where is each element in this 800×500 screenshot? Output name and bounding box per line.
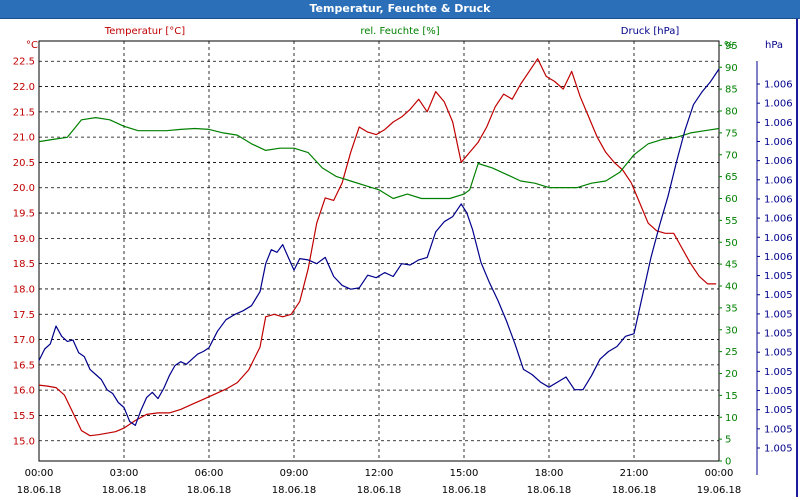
tick-label-humidity: 95 (725, 41, 738, 52)
plot-area (38, 40, 720, 462)
tick-label-pressure: 1.005 (764, 424, 793, 435)
tick-label-temperature: 20.5 (13, 158, 35, 169)
axis-label-pressure: Druck [hPa] (621, 26, 680, 37)
unit-pressure: hPa (765, 40, 783, 51)
tick-label-date: 18.06.18 (272, 485, 317, 496)
tick-label-temperature: 22.0 (13, 82, 35, 93)
tick-label-pressure: 1.005 (764, 329, 793, 340)
tick-label-humidity: 20 (725, 369, 738, 380)
tick-label-temperature: 15.0 (13, 436, 35, 447)
tick-label-date: 19.06.18 (697, 485, 742, 496)
grid (38, 41, 720, 461)
tick-label-humidity: 70 (725, 150, 738, 161)
tick-label-date: 18.06.18 (17, 485, 62, 496)
tick-label-time: 21:00 (620, 468, 649, 479)
tick-label-pressure: 1.005 (764, 386, 793, 397)
tick-label-temperature: 20.0 (13, 183, 35, 194)
tick-label-humidity: 30 (725, 325, 738, 336)
tick-label-time: 12:00 (365, 468, 394, 479)
tick-label-temperature: 19.0 (13, 234, 35, 245)
tick-label-humidity: 10 (725, 413, 738, 424)
axis-label-temperature: Temperatur [°C] (104, 26, 185, 37)
window-title: Temperatur, Feuchte & Druck (309, 2, 491, 15)
tick-label-temperature: 15.5 (13, 411, 35, 422)
tick-label-date: 18.06.18 (187, 485, 232, 496)
tick-label-humidity: 85 (725, 85, 738, 96)
tick-label-pressure: 1.006 (764, 156, 793, 167)
unit-humidity: % (724, 40, 734, 51)
tick-label-pressure: 1.006 (764, 194, 793, 205)
axis-label-humidity: rel. Feuchte [%] (360, 26, 439, 37)
tick-label-date: 18.06.18 (442, 485, 487, 496)
window-titlebar: Temperatur, Feuchte & Druck (0, 0, 800, 19)
tick-label-humidity: 90 (725, 63, 738, 74)
tick-label-humidity: 75 (725, 128, 738, 139)
series-layer (38, 58, 720, 437)
tick-label-pressure: 1.006 (764, 118, 793, 129)
tick-label-pressure: 1.006 (764, 233, 793, 244)
tick-label-humidity: 0 (725, 457, 731, 468)
tick-label-humidity: 65 (725, 172, 738, 183)
tick-label-date: 18.06.18 (357, 485, 402, 496)
tick-label-date: 18.06.18 (527, 485, 572, 496)
tick-label-humidity: 15 (725, 391, 738, 402)
tick-label-pressure: 1.005 (764, 290, 793, 301)
tick-label-temperature: 18.0 (13, 284, 35, 295)
tick-label-time: 03:00 (110, 468, 139, 479)
tick-label-pressure: 1.005 (764, 309, 793, 320)
tick-label-humidity: 5 (725, 435, 731, 446)
tick-label-pressure: 1.005 (764, 444, 793, 455)
tick-label-pressure: 1.006 (764, 214, 793, 225)
tick-label-temperature: 17.0 (13, 335, 35, 346)
tick-label-temperature: 19.5 (13, 209, 35, 220)
tick-label-time: 09:00 (280, 468, 309, 479)
tick-label-time: 15:00 (450, 468, 479, 479)
tick-label-time: 00:00 (25, 468, 54, 479)
series-line-pressure (38, 68, 720, 426)
ticks-layer: 15.0 15.5 16.0 16.5 17.0 17.5 18.0 18.5 19.0 19.5… (13, 41, 793, 496)
tick-label-pressure: 1.005 (764, 405, 793, 416)
tick-label-humidity: 25 (725, 347, 738, 358)
tick-label-temperature: 16.0 (13, 386, 35, 397)
chart: 15.0 15.5 16.0 16.5 17.0 17.5 18.0 18.5 19.0 19.5… (13, 26, 793, 496)
series-line-temperature (38, 58, 717, 437)
tick-label-temperature: 18.5 (13, 259, 35, 270)
tick-label-humidity: 60 (725, 194, 738, 205)
tick-label-temperature: 17.5 (13, 310, 35, 321)
tick-label-humidity: 45 (725, 260, 738, 271)
tick-label-pressure: 1.006 (764, 137, 793, 148)
tick-label-temperature: 21.5 (13, 107, 35, 118)
series-line-humidity (38, 116, 720, 200)
tick-label-pressure: 1.005 (764, 367, 793, 378)
tick-label-pressure: 1.006 (764, 252, 793, 263)
tick-label-humidity: 55 (725, 216, 738, 227)
tick-label-humidity: 35 (725, 303, 738, 314)
unit-temperature: °C (26, 40, 38, 51)
right-axis-rule (796, 19, 798, 497)
tick-label-temperature: 22.5 (13, 57, 35, 68)
tick-label-humidity: 80 (725, 107, 738, 118)
tick-label-pressure: 1.006 (764, 80, 793, 91)
tick-label-time: 00:00 (705, 468, 734, 479)
tick-label-time: 06:00 (195, 468, 224, 479)
tick-label-temperature: 16.5 (13, 360, 35, 371)
tick-label-pressure: 1.006 (764, 175, 793, 186)
tick-label-pressure: 1.005 (764, 348, 793, 359)
tick-label-humidity: 50 (725, 238, 738, 249)
tick-label-time: 18:00 (535, 468, 564, 479)
tick-label-humidity: 40 (725, 282, 738, 293)
tick-label-pressure: 1.005 (764, 271, 793, 282)
tick-label-temperature: 21.0 (13, 133, 35, 144)
tick-label-date: 18.06.18 (102, 485, 147, 496)
tick-label-date: 18.06.18 (612, 485, 657, 496)
tick-label-pressure: 1.006 (764, 99, 793, 110)
